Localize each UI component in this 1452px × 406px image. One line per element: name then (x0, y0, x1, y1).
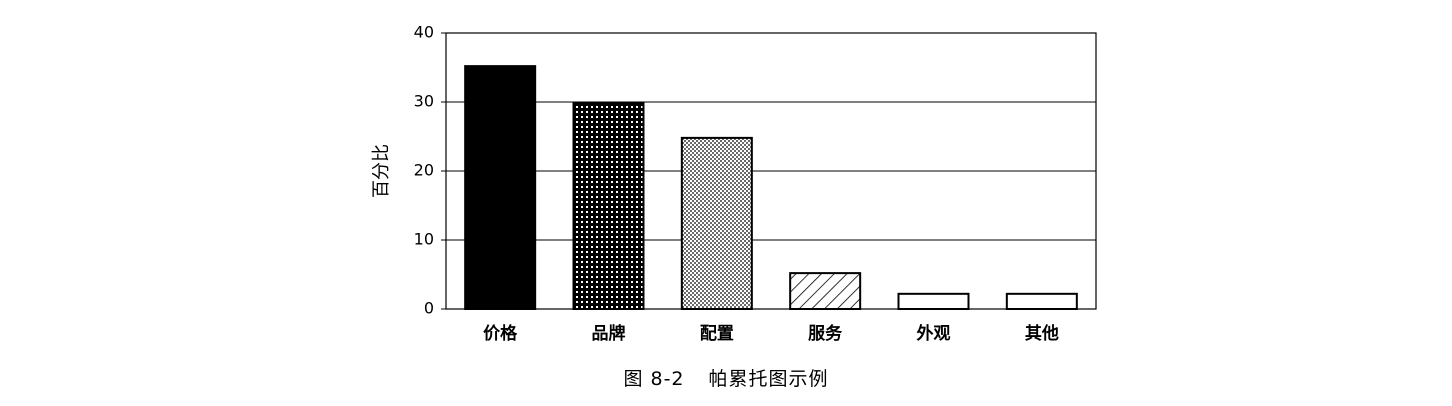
y-tick-label: 10 (414, 230, 434, 249)
y-tick-label: 40 (414, 23, 434, 42)
bars (464, 65, 1078, 311)
grid-lines (446, 101, 1096, 241)
y-tick-label: 20 (414, 161, 434, 180)
x-tick-label: 服务 (808, 323, 843, 344)
figure-caption: 图 8-2 帕累托图示例 (0, 364, 1452, 391)
bar-6 (1005, 292, 1078, 311)
pareto-chart: 0 10 20 30 40 价格 品牌 配置 服务 外观 其他 百分比 (371, 23, 1097, 344)
y-axis-label: 百分比 (371, 144, 392, 198)
x-tick-labels: 价格 品牌 配置 服务 外观 其他 (483, 323, 1059, 344)
bar-4 (789, 272, 862, 310)
y-tick-labels: 0 10 20 30 40 (414, 23, 446, 318)
y-tick-label: 30 (414, 92, 434, 111)
bar-3 (680, 136, 753, 310)
bar-1 (464, 65, 537, 311)
x-tick-label: 外观 (917, 323, 951, 344)
x-tick-label: 价格 (483, 323, 518, 344)
bar-5 (897, 292, 970, 311)
bar-2 (572, 102, 645, 310)
x-tick-label: 品牌 (592, 323, 626, 344)
x-tick-label: 配置 (700, 324, 734, 344)
figure-title: 帕累托图示例 (708, 368, 829, 390)
figure-number: 图 8-2 (623, 368, 685, 390)
x-tick-label: 其他 (1025, 323, 1059, 344)
y-tick-label: 0 (424, 299, 434, 318)
